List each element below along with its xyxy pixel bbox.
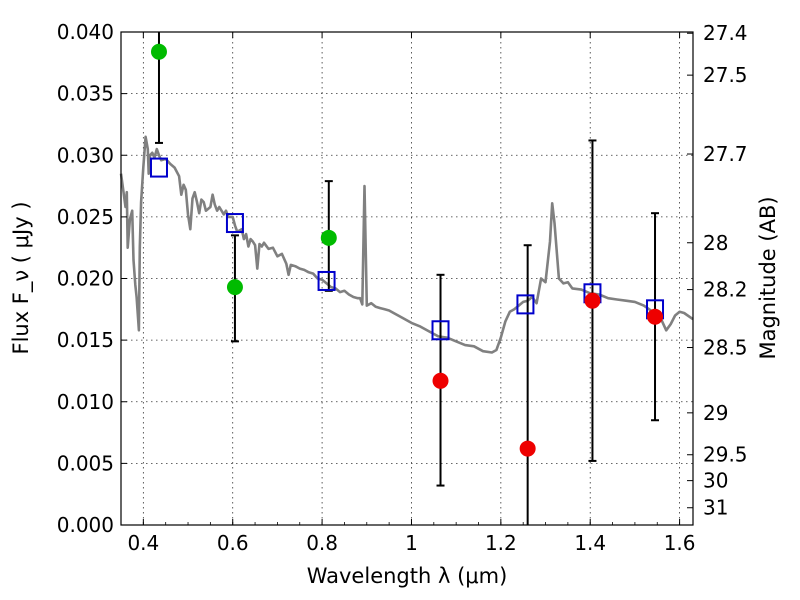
x-tick-label: 1.2 <box>485 531 517 555</box>
model-square-point <box>431 320 450 341</box>
y-tick-label: 0.015 <box>57 328 114 352</box>
y-tick-label: 0.025 <box>57 205 114 229</box>
y2-tick-label: 27.5 <box>703 63 748 87</box>
y-axis-label: Flux F_ν ( μJy ) <box>9 201 34 354</box>
y2-tick-label: 28 <box>703 231 728 255</box>
green-circle-point <box>150 43 167 60</box>
y-tick-label: 0.005 <box>57 451 114 475</box>
y2-tick-label: 28.5 <box>703 336 748 360</box>
model-square-point <box>225 213 244 234</box>
y-tick-label: 0.035 <box>57 82 114 106</box>
y-tick-label: 0.000 <box>57 513 114 537</box>
x-tick-label: 0.6 <box>217 531 249 555</box>
x-tick-label: 1.4 <box>574 531 606 555</box>
x-tick-label: 0.8 <box>306 531 338 555</box>
y-tick-label: 0.020 <box>57 267 114 291</box>
red-circle-point <box>584 292 601 309</box>
model-square-point <box>149 157 168 178</box>
red-circle-point <box>647 308 664 325</box>
y-tick-label: 0.040 <box>57 20 114 44</box>
red-circle-point <box>432 372 449 389</box>
x-tick-label: 0.4 <box>127 531 159 555</box>
y2-tick-label: 31 <box>703 496 728 520</box>
y2-axis-label: Magnitude (AB) <box>756 196 780 359</box>
y2-tick-label: 27.7 <box>703 142 748 166</box>
y-tick-label: 0.030 <box>57 143 114 167</box>
y-tick-label: 0.010 <box>57 390 114 414</box>
x-tick-label: 1.6 <box>664 531 696 555</box>
red-circle-point <box>519 440 536 457</box>
y2-tick-label: 29.5 <box>703 443 748 467</box>
axes: 0.4 0.6 0.8 1 1.2 1.4 1.6 0.000 0.005 0.010 0.015 0… <box>57 20 748 555</box>
y2-tick-label: 27.4 <box>703 21 748 45</box>
green-circle-point <box>226 279 243 296</box>
y2-tick-label: 29 <box>703 401 728 425</box>
y2-tick-label: 30 <box>703 469 728 493</box>
green-circle-point <box>320 229 337 246</box>
data-layer <box>119 32 694 525</box>
x-axis-label: Wavelength λ (μm) <box>307 564 508 588</box>
x-tick-label: 1 <box>405 531 418 555</box>
model-square-point <box>516 294 535 315</box>
model-square-point <box>317 270 336 291</box>
y2-tick-label: 28.2 <box>703 278 748 302</box>
